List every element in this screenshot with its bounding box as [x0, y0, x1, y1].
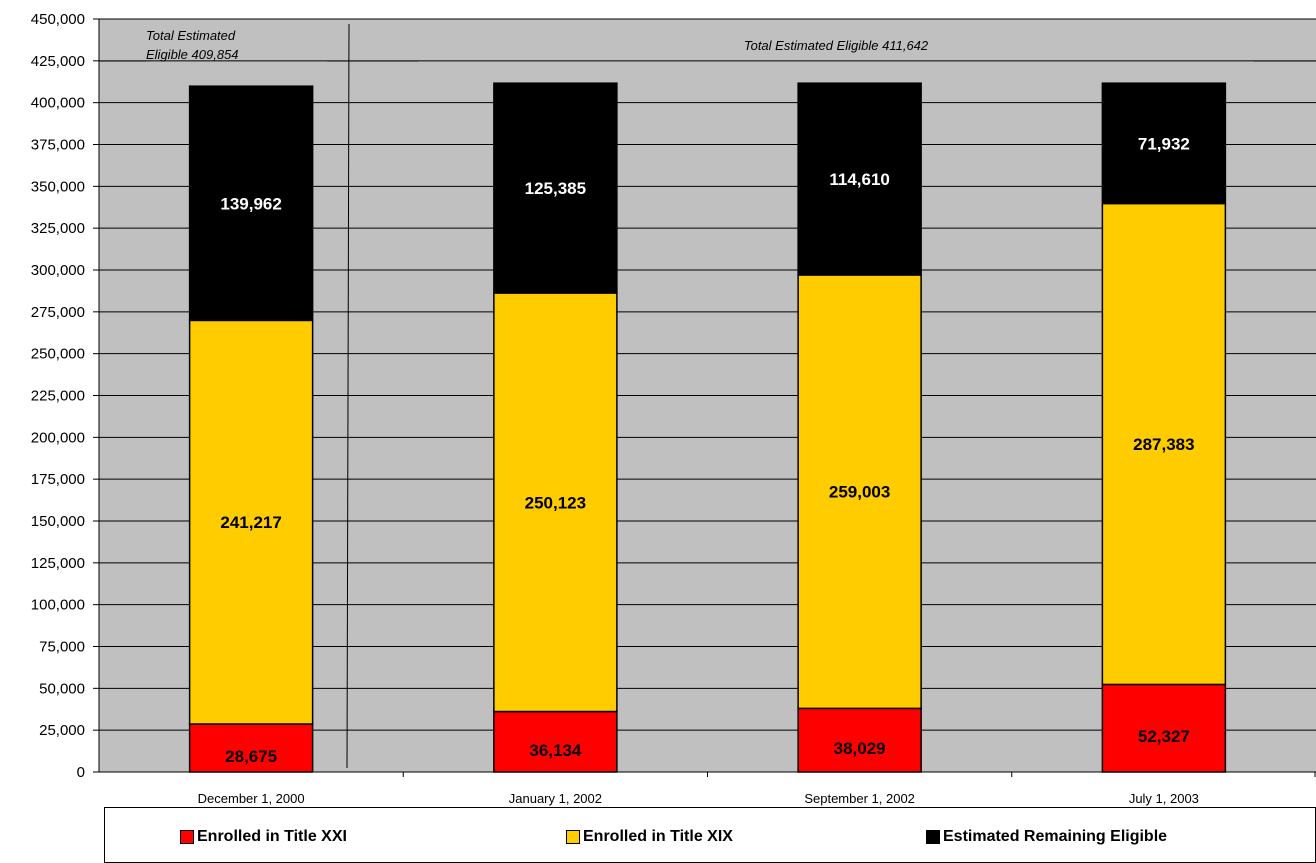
legend-label: Enrolled in Title XIX — [583, 828, 733, 845]
data-label: 287,383 — [1133, 435, 1194, 454]
y-tick-label: 350,000 — [31, 178, 85, 195]
y-tick-label: 325,000 — [31, 220, 85, 237]
data-label: 38,029 — [834, 739, 886, 758]
legend-label: Enrolled in Title XXI — [197, 828, 347, 845]
y-tick-label: 175,000 — [31, 471, 85, 488]
annotation-first-period-line2: Eligible 409,854 — [146, 47, 239, 62]
y-tick-label: 300,000 — [31, 262, 85, 279]
y-tick-label: 250,000 — [31, 346, 85, 363]
legend-item-title-xix: Enrolled in Title XIX — [566, 828, 733, 846]
period-divider-line — [346, 23, 350, 769]
y-tick-label: 100,000 — [31, 597, 85, 614]
data-label: 139,962 — [220, 194, 281, 213]
x-tick-label: September 1, 2002 — [804, 791, 915, 806]
bar-segment — [1101, 82, 1227, 205]
data-label: 28,675 — [225, 747, 277, 766]
y-tick-label: 275,000 — [31, 304, 85, 321]
y-tick-label: 150,000 — [31, 513, 85, 530]
stacked-bar-chart: 28,675 241,217 139,962 36,134 250,123 125,385… — [31, 11, 1316, 806]
data-label: 71,932 — [1138, 134, 1190, 153]
bar-segment — [1101, 202, 1227, 686]
data-label: 114,610 — [829, 170, 890, 189]
legend-swatch-black — [926, 830, 940, 844]
x-tick-label: July 1, 2003 — [1129, 791, 1199, 806]
bar-segment — [797, 82, 922, 276]
x-tick-label: December 1, 2000 — [198, 791, 305, 806]
bar-segment — [493, 82, 618, 294]
data-label: 52,327 — [1138, 727, 1190, 746]
x-tick-label: January 1, 2002 — [509, 791, 602, 806]
y-tick-label: 375,000 — [31, 137, 85, 154]
bar-segment — [188, 85, 314, 322]
bar-segment — [188, 319, 314, 725]
y-tick-label: 200,000 — [31, 429, 85, 446]
annotation-later-periods: Total Estimated Eligible 411,642 — [744, 38, 929, 53]
bar-segment — [1101, 683, 1227, 773]
data-label: 125,385 — [525, 179, 586, 198]
bar-segment — [797, 707, 922, 773]
data-label: 250,123 — [525, 493, 586, 512]
y-tick-label: 125,000 — [31, 555, 85, 572]
legend-item-title-xxi: Enrolled in Title XXI — [180, 828, 347, 846]
y-tick-label: 400,000 — [31, 95, 85, 112]
bar-segment — [797, 274, 922, 710]
legend-item-remaining: Estimated Remaining Eligible — [926, 828, 1167, 846]
data-label: 241,217 — [220, 513, 281, 532]
legend: Enrolled in Title XXI Enrolled in Title … — [104, 807, 1316, 863]
data-label: 259,003 — [829, 483, 890, 502]
y-tick-label: 425,000 — [31, 53, 85, 70]
bar-segment — [493, 292, 618, 713]
bars: 28,675 241,217 139,962 36,134 250,123 125,385… — [188, 82, 1227, 773]
legend-swatch-yellow — [566, 830, 580, 844]
x-axis: December 1, 2000 January 1, 2002 September… — [99, 771, 1316, 806]
annotations: Total Estimated Eligible 409,854 Total E… — [99, 23, 1316, 769]
y-tick-label: 75,000 — [39, 639, 85, 656]
data-label: 36,134 — [529, 741, 582, 760]
annotation-first-period-line1: Total Estimated — [146, 28, 236, 43]
y-tick-label: 450,000 — [31, 11, 85, 28]
legend-label: Estimated Remaining Eligible — [943, 828, 1168, 845]
y-axis: 0 25,000 50,000 75,000 100,000 125,000 150,000… — [31, 11, 100, 781]
legend-swatch-red — [180, 830, 194, 844]
bar-segment — [493, 710, 618, 773]
y-tick-label: 25,000 — [39, 722, 85, 739]
y-tick-label: 50,000 — [39, 680, 85, 697]
y-tick-label: 0 — [77, 764, 85, 781]
y-tick-label: 225,000 — [31, 388, 85, 405]
